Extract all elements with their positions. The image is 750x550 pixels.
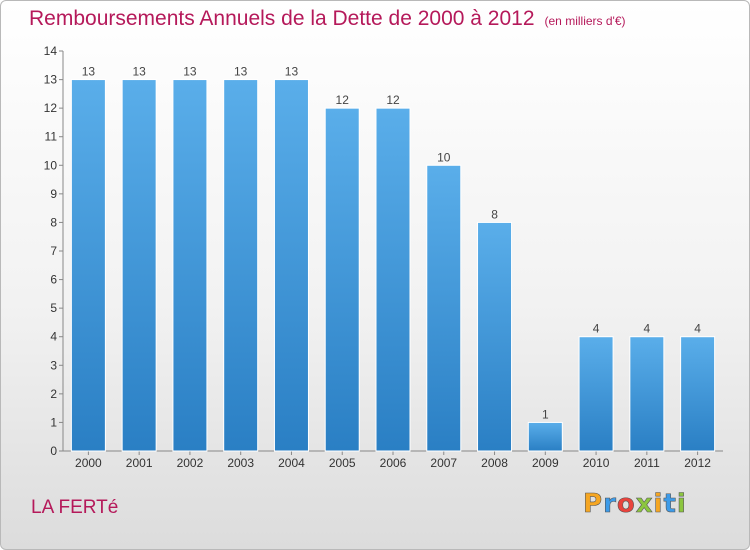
x-tick-label: 2002 [177, 456, 204, 470]
x-tick-label: 2006 [380, 456, 407, 470]
x-tick-label: 2009 [532, 456, 559, 470]
bar-2010 [578, 336, 614, 452]
y-tick-label: 3 [50, 358, 57, 372]
bar-value-label: 12 [336, 93, 350, 107]
bar-value-label: 4 [694, 322, 701, 336]
logo-letter: x [635, 489, 654, 520]
y-tick-label: 10 [44, 158, 58, 172]
x-tick-label: 2001 [126, 456, 153, 470]
logo-letter: i [676, 489, 687, 520]
bar-value-label: 12 [386, 93, 400, 107]
y-tick-label: 0 [50, 444, 57, 458]
logo-letter: P [583, 489, 604, 520]
y-tick-label: 7 [50, 244, 57, 258]
bar-value-label: 4 [644, 322, 651, 336]
logo-letter: t [663, 489, 677, 520]
x-tick-label: 2000 [75, 456, 102, 470]
bar-2005 [324, 107, 360, 452]
bar-2009 [527, 421, 563, 452]
y-tick-label: 13 [44, 73, 58, 87]
x-tick-label: 2005 [329, 456, 356, 470]
y-tick-label: 9 [50, 187, 57, 201]
bar-value-label: 13 [82, 65, 96, 79]
commune-name: LA FERTé [31, 497, 119, 518]
bar-2007 [426, 164, 462, 452]
bar-value-label: 1 [542, 407, 549, 421]
x-tick-label: 2011 [634, 456, 660, 470]
x-tick-label: 2003 [227, 456, 254, 470]
x-tick-label: 2010 [583, 456, 610, 470]
logo-letter: o [616, 489, 636, 520]
bar-2001 [121, 79, 157, 452]
chart-subtitle: (en milliers d'€) [544, 14, 626, 28]
logo-letter: i [653, 489, 664, 520]
y-tick-label: 1 [50, 415, 57, 429]
bar-2000 [70, 79, 106, 452]
y-tick-label: 2 [50, 387, 57, 401]
y-tick-label: 4 [50, 330, 57, 344]
bar-value-label: 13 [285, 65, 299, 79]
bar-value-label: 4 [593, 322, 600, 336]
bar-2002 [172, 79, 208, 452]
y-tick-label: 11 [45, 130, 58, 144]
y-tick-label: 6 [50, 273, 57, 287]
bar-2011 [629, 336, 665, 452]
logo-letter: r [603, 489, 617, 520]
bar-value-label: 8 [491, 207, 498, 221]
y-tick-label: 14 [44, 44, 58, 58]
x-tick-label: 2008 [481, 456, 508, 470]
y-tick-label: 8 [50, 215, 57, 229]
x-tick-label: 2007 [430, 456, 457, 470]
proxiti-logo: Proxiti [583, 489, 687, 520]
bar-value-label: 13 [234, 65, 248, 79]
bar-2012 [680, 336, 716, 452]
chart-title: Remboursements Annuels de la Dette de 20… [29, 7, 626, 31]
bar-value-label: 13 [132, 65, 146, 79]
bars: 13 13 13 13 13 12 12 10 8 1 4 4 4 [70, 65, 716, 452]
y-tick-label: 5 [50, 301, 57, 315]
bar-value-label: 10 [437, 150, 451, 164]
bar-2008 [477, 221, 513, 452]
x-tick-label: 2012 [684, 456, 711, 470]
chart-title-text: Remboursements Annuels de la Dette de 20… [29, 7, 535, 30]
bar-value-label: 13 [183, 65, 197, 79]
x-tick-label: 2004 [278, 456, 305, 470]
bar-2003 [223, 79, 259, 452]
y-tick-label: 12 [44, 101, 58, 115]
bar-2004 [273, 79, 309, 452]
bar-2006 [375, 107, 411, 452]
